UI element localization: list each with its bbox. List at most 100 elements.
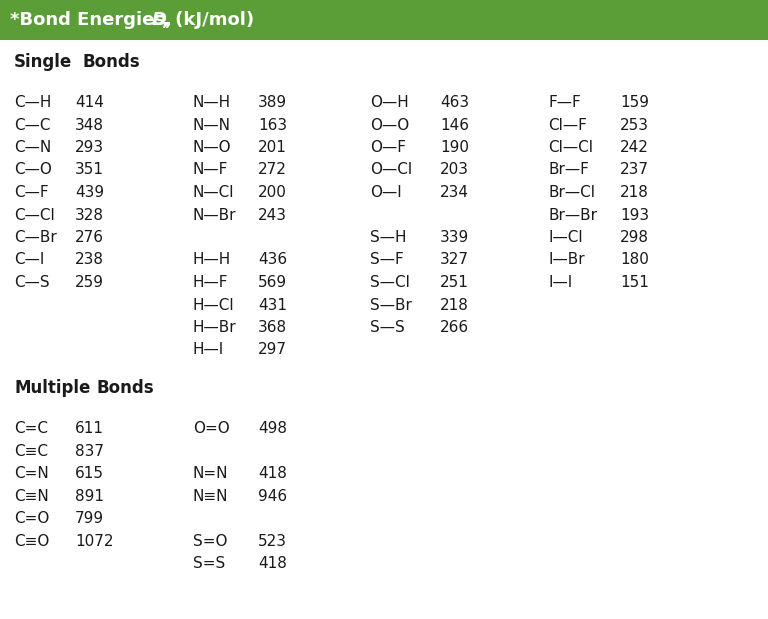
- Text: 190: 190: [440, 140, 469, 155]
- Text: 146: 146: [440, 118, 469, 132]
- Text: S—Br: S—Br: [370, 298, 412, 313]
- Text: N=N: N=N: [193, 466, 229, 481]
- Text: 837: 837: [75, 444, 104, 459]
- Text: 276: 276: [75, 230, 104, 245]
- Text: S=O: S=O: [193, 534, 227, 549]
- Text: 253: 253: [620, 118, 649, 132]
- Text: 327: 327: [440, 253, 469, 267]
- Text: N—Cl: N—Cl: [193, 185, 234, 200]
- Text: Single: Single: [14, 53, 72, 71]
- Text: 439: 439: [75, 185, 104, 200]
- Text: C—N: C—N: [14, 140, 51, 155]
- Text: 259: 259: [75, 275, 104, 290]
- Text: 266: 266: [440, 320, 469, 335]
- Text: C≡N: C≡N: [14, 489, 48, 504]
- Text: O—F: O—F: [370, 140, 406, 155]
- Text: Br—F: Br—F: [548, 163, 589, 178]
- Text: Br—Br: Br—Br: [548, 207, 597, 222]
- Text: C≡O: C≡O: [14, 534, 49, 549]
- Text: 436: 436: [258, 253, 287, 267]
- Text: 418: 418: [258, 556, 287, 571]
- Text: 218: 218: [620, 185, 649, 200]
- Text: Cl—Cl: Cl—Cl: [548, 140, 593, 155]
- Text: 151: 151: [620, 275, 649, 290]
- Text: C=C: C=C: [14, 422, 48, 436]
- Text: 203: 203: [440, 163, 469, 178]
- Text: F—F: F—F: [548, 95, 581, 110]
- Text: C—C: C—C: [14, 118, 51, 132]
- Text: 328: 328: [75, 207, 104, 222]
- Text: I—Cl: I—Cl: [548, 230, 583, 245]
- Text: 159: 159: [620, 95, 649, 110]
- Text: C=N: C=N: [14, 466, 48, 481]
- Text: 238: 238: [75, 253, 104, 267]
- Bar: [0, 0, 768, 40]
- Text: C—S: C—S: [14, 275, 50, 290]
- Text: S—F: S—F: [370, 253, 404, 267]
- Text: N—F: N—F: [193, 163, 228, 178]
- Text: Cl—F: Cl—F: [548, 118, 587, 132]
- Text: O—O: O—O: [370, 118, 409, 132]
- Text: 799: 799: [75, 511, 104, 526]
- Text: 946: 946: [258, 489, 287, 504]
- Text: 234: 234: [440, 185, 469, 200]
- Text: 251: 251: [440, 275, 469, 290]
- Text: H—F: H—F: [193, 275, 229, 290]
- Text: Br—Cl: Br—Cl: [548, 185, 595, 200]
- Text: Bonds: Bonds: [96, 379, 154, 397]
- Text: H—Cl: H—Cl: [193, 298, 235, 313]
- Text: C—Cl: C—Cl: [14, 207, 55, 222]
- Text: O=O: O=O: [193, 422, 230, 436]
- Text: 431: 431: [258, 298, 287, 313]
- Text: 201: 201: [258, 140, 287, 155]
- Text: 1072: 1072: [75, 534, 114, 549]
- Text: 180: 180: [620, 253, 649, 267]
- Text: 272: 272: [258, 163, 287, 178]
- Text: 193: 193: [620, 207, 649, 222]
- Text: , (kJ/mol): , (kJ/mol): [162, 11, 254, 29]
- Text: 243: 243: [258, 207, 287, 222]
- Text: I—I: I—I: [548, 275, 572, 290]
- Text: S—S: S—S: [370, 320, 405, 335]
- Text: 523: 523: [258, 534, 287, 549]
- Text: 351: 351: [75, 163, 104, 178]
- Text: C≡C: C≡C: [14, 444, 48, 459]
- Text: Multiple: Multiple: [14, 379, 91, 397]
- Text: C—F: C—F: [14, 185, 48, 200]
- Text: S=S: S=S: [193, 556, 225, 571]
- Text: 163: 163: [258, 118, 287, 132]
- Text: 293: 293: [75, 140, 104, 155]
- Text: D: D: [152, 11, 167, 29]
- Text: 418: 418: [258, 466, 287, 481]
- Text: N—O: N—O: [193, 140, 232, 155]
- Text: 242: 242: [620, 140, 649, 155]
- Text: 368: 368: [258, 320, 287, 335]
- Text: S—H: S—H: [370, 230, 406, 245]
- Text: 414: 414: [75, 95, 104, 110]
- Text: C—H: C—H: [14, 95, 51, 110]
- Text: C=O: C=O: [14, 511, 49, 526]
- Text: 463: 463: [440, 95, 469, 110]
- Text: N≡N: N≡N: [193, 489, 229, 504]
- Text: N—H: N—H: [193, 95, 231, 110]
- Text: N—N: N—N: [193, 118, 231, 132]
- Text: 297: 297: [258, 342, 287, 358]
- Text: *Bond Energies,: *Bond Energies,: [10, 11, 178, 29]
- Text: H—I: H—I: [193, 342, 224, 358]
- Text: 389: 389: [258, 95, 287, 110]
- Text: 348: 348: [75, 118, 104, 132]
- Text: C—I: C—I: [14, 253, 45, 267]
- Text: N—Br: N—Br: [193, 207, 237, 222]
- Text: Bonds: Bonds: [82, 53, 140, 71]
- Text: O—Cl: O—Cl: [370, 163, 412, 178]
- Text: O—I: O—I: [370, 185, 402, 200]
- Text: C—Br: C—Br: [14, 230, 57, 245]
- Text: I—Br: I—Br: [548, 253, 584, 267]
- Text: 298: 298: [620, 230, 649, 245]
- Text: H—H: H—H: [193, 253, 231, 267]
- Text: 200: 200: [258, 185, 287, 200]
- Text: H—Br: H—Br: [193, 320, 237, 335]
- Text: 891: 891: [75, 489, 104, 504]
- Text: 218: 218: [440, 298, 469, 313]
- Text: C—O: C—O: [14, 163, 52, 178]
